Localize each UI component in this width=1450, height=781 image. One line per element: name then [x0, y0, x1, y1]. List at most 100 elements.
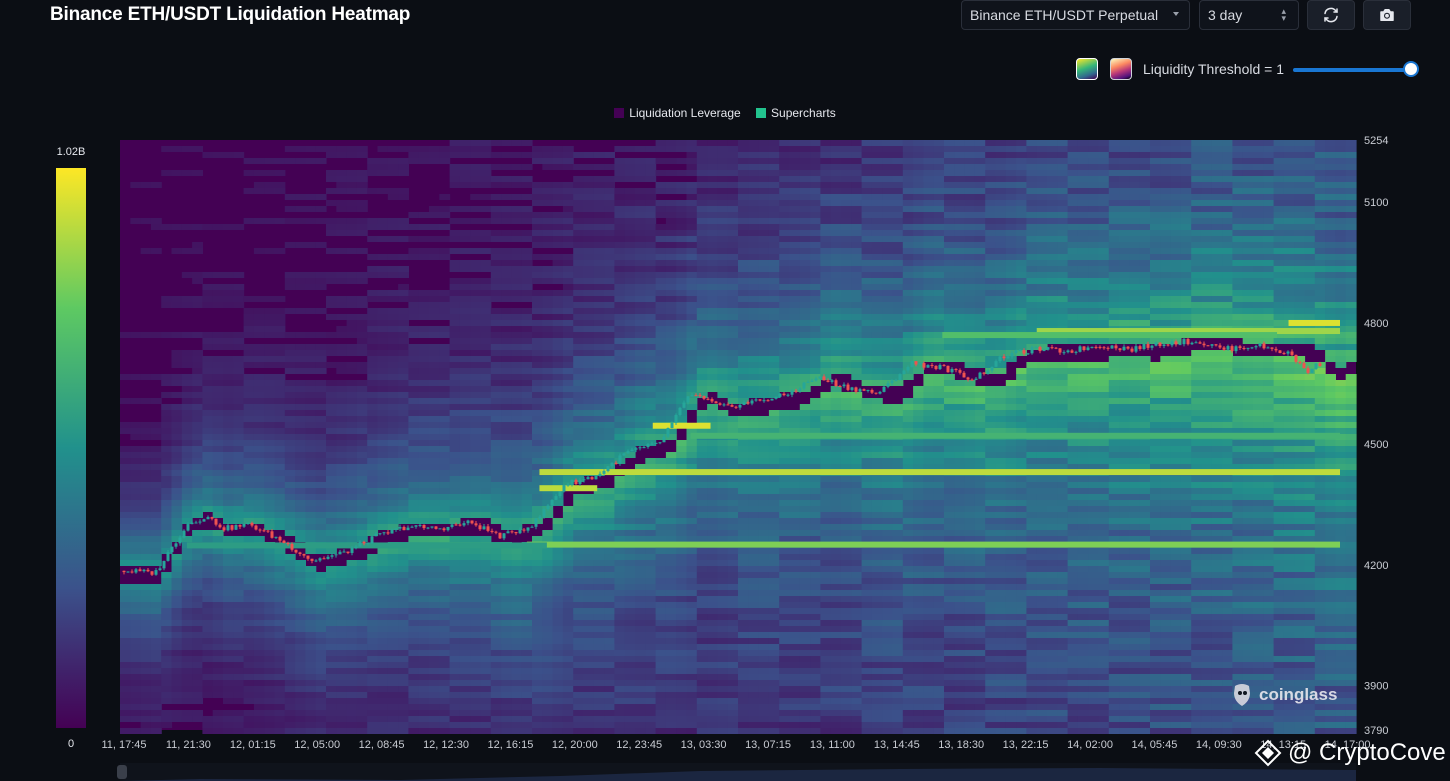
heatmap-cell	[481, 662, 492, 668]
heatmap-cell	[202, 554, 213, 560]
heatmap-cell	[305, 512, 316, 518]
heatmap-cell	[182, 380, 193, 386]
heatmap-cell	[573, 662, 584, 668]
heatmap-cell	[470, 572, 481, 578]
heatmap-cell	[573, 458, 584, 464]
heatmap-cell	[717, 710, 728, 716]
heatmap-cell	[233, 512, 244, 518]
heatmap-cell	[491, 608, 502, 614]
heatmap-cell	[470, 320, 481, 326]
heatmap-cell	[717, 314, 728, 320]
heatmap-cell	[676, 290, 687, 296]
heatmap-cell	[161, 458, 172, 464]
heatmap-cell	[542, 218, 553, 224]
heatmap-cell	[728, 278, 739, 284]
heatmap-cell	[439, 314, 450, 320]
heatmap-cell	[285, 722, 296, 728]
heatmap-cell	[285, 614, 296, 620]
heatmap-cell	[254, 170, 265, 176]
heatmap-cell	[398, 578, 409, 584]
heatmap-cell	[501, 656, 512, 662]
heatmap-cell	[233, 500, 244, 506]
heatmap-cell	[141, 596, 152, 602]
heatmap-cell	[336, 722, 347, 728]
heatmap-cell	[717, 206, 728, 212]
heatmap-cell	[295, 446, 306, 452]
heatmap-cell	[233, 692, 244, 698]
heatmap-cell	[285, 272, 296, 278]
heatmap-cell	[573, 362, 584, 368]
heatmap-cell	[553, 362, 564, 368]
heatmap-cell	[450, 236, 461, 242]
heatmap-cell	[357, 482, 368, 488]
heatmap-cell	[687, 626, 698, 632]
heatmap-cell	[285, 452, 296, 458]
heatmap-cell	[614, 368, 625, 374]
heatmap-cell	[336, 434, 347, 440]
heatmap-cell	[326, 452, 337, 458]
heatmap-cell	[573, 356, 584, 362]
heatmap-cell	[367, 446, 378, 452]
heatmap-cell	[532, 644, 543, 650]
heatmap-cell	[542, 254, 553, 260]
heatmap-cell	[625, 500, 636, 506]
heatmap-cell	[491, 686, 502, 692]
heatmap-cell	[244, 356, 255, 362]
heatmap-cell	[285, 494, 296, 500]
heatmap-cell	[728, 596, 739, 602]
heatmap-cell	[388, 596, 399, 602]
heatmap-cell	[192, 302, 203, 308]
heatmap-cell	[398, 602, 409, 608]
heatmap-cell	[511, 446, 522, 452]
heatmap-cell	[161, 464, 172, 470]
heatmap-cell	[573, 650, 584, 656]
heatmap-cell	[388, 164, 399, 170]
heatmap-cell	[316, 404, 327, 410]
heatmap-cell	[450, 260, 461, 266]
heatmap-cell	[295, 662, 306, 668]
heatmap-cell	[347, 278, 358, 284]
heatmap-cell	[254, 686, 265, 692]
heatmap-cell	[213, 680, 224, 686]
heatmap-cell	[614, 716, 625, 722]
heatmap-cell	[573, 512, 584, 518]
heatmap-cell	[491, 716, 502, 722]
heatmap-cell	[378, 398, 389, 404]
heatmap-cell	[656, 512, 667, 518]
heatmap-cell	[223, 374, 234, 380]
heatmap-cell	[336, 314, 347, 320]
heatmap-cell	[367, 560, 378, 566]
heatmap-cell	[470, 470, 481, 476]
heatmap-cell	[645, 200, 656, 206]
heatmap-cell	[573, 272, 584, 278]
heatmap-cell	[707, 140, 718, 146]
heatmap-cell	[161, 170, 172, 176]
heatmap-cell	[316, 428, 327, 434]
heatmap-cell	[491, 578, 502, 584]
heatmap-cell	[594, 530, 605, 536]
heatmap-cell	[223, 566, 234, 572]
heatmap-cell	[614, 272, 625, 278]
heatmap-cell	[697, 578, 708, 584]
heatmap-cell	[491, 356, 502, 362]
heatmap-cell	[584, 686, 595, 692]
heatmap-cell	[161, 644, 172, 650]
heatmap-cell	[728, 332, 739, 338]
heatmap-cell	[151, 620, 162, 626]
heatmap-cell	[347, 536, 358, 542]
heatmap-cell	[645, 650, 656, 656]
heatmap-cell	[625, 296, 636, 302]
heatmap-cell	[522, 410, 533, 416]
heatmap-cell	[532, 338, 543, 344]
heatmap-cell	[182, 224, 193, 230]
heatmap-cell	[511, 500, 522, 506]
heatmap-cell	[738, 320, 749, 326]
heatmap-cell	[697, 278, 708, 284]
heatmap-cell	[244, 590, 255, 596]
heatmap-cell	[563, 356, 574, 362]
heatmap-cell	[470, 266, 481, 272]
heatmap-cell	[522, 434, 533, 440]
heatmap-cell	[202, 458, 213, 464]
heatmap-cell	[398, 638, 409, 644]
